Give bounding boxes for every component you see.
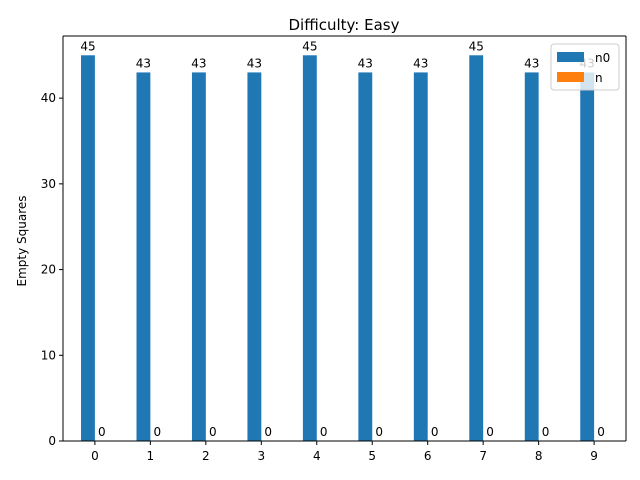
bar-n0-9: [580, 72, 595, 441]
x-tick-label-8: 8: [535, 449, 543, 463]
data-label-n-0: 0: [98, 425, 106, 439]
data-label-n-5: 0: [375, 425, 383, 439]
y-tick-label-30: 30: [41, 177, 56, 191]
legend-swatch-n: [557, 72, 584, 82]
x-tick-label-4: 4: [313, 449, 321, 463]
x-tick-label-2: 2: [202, 449, 210, 463]
data-label-n0-6: 43: [413, 56, 428, 70]
x-tick-label-0: 0: [91, 449, 99, 463]
data-label-n-2: 0: [209, 425, 217, 439]
bar-n0-7: [469, 55, 484, 442]
data-label-n-6: 0: [431, 425, 439, 439]
bar-n0-2: [191, 72, 206, 441]
data-label-n0-0: 45: [80, 39, 95, 53]
x-tick-label-6: 6: [424, 449, 432, 463]
data-label-n0-4: 45: [302, 39, 317, 53]
bar-n0-6: [413, 72, 428, 441]
x-tick-label-9: 9: [590, 449, 598, 463]
data-label-n0-3: 43: [247, 56, 262, 70]
legend: n0 n: [550, 43, 620, 91]
bar-n0-4: [302, 55, 317, 442]
data-label-n0-1: 43: [136, 56, 151, 70]
legend-label-n0: n0: [595, 51, 610, 65]
y-tick-label-0: 0: [48, 434, 56, 448]
bar-n0-3: [247, 72, 262, 441]
plot-area: 4543434345434345434300000000000102030400…: [41, 35, 627, 463]
y-tick-label-20: 20: [41, 263, 56, 277]
legend-swatch-n0: [557, 52, 584, 62]
x-tick-label-7: 7: [479, 449, 487, 463]
data-label-n0-5: 43: [358, 56, 373, 70]
y-tick-label-10: 10: [41, 348, 56, 362]
x-tick-label-3: 3: [257, 449, 265, 463]
data-label-n-3: 0: [264, 425, 272, 439]
bar-n0-8: [524, 72, 539, 441]
data-label-n0-7: 45: [469, 39, 484, 53]
chart-title: Difficulty: Easy: [289, 16, 400, 34]
y-tick-label-40: 40: [41, 91, 56, 105]
bar-n0-1: [136, 72, 151, 441]
bar-n0-0: [81, 55, 95, 442]
x-tick-label-1: 1: [147, 449, 155, 463]
y-axis-label: Empty Squares: [15, 195, 29, 286]
x-tick-label-5: 5: [368, 449, 376, 463]
data-label-n0-8: 43: [524, 56, 539, 70]
legend-label-n: n: [595, 71, 603, 85]
data-label-n-1: 0: [153, 425, 161, 439]
data-label-n0-2: 43: [191, 56, 206, 70]
bar-n0-5: [358, 72, 373, 441]
data-label-n-9: 0: [597, 425, 605, 439]
data-label-n-7: 0: [486, 425, 494, 439]
data-label-n-4: 0: [320, 425, 328, 439]
data-label-n-8: 0: [542, 425, 550, 439]
